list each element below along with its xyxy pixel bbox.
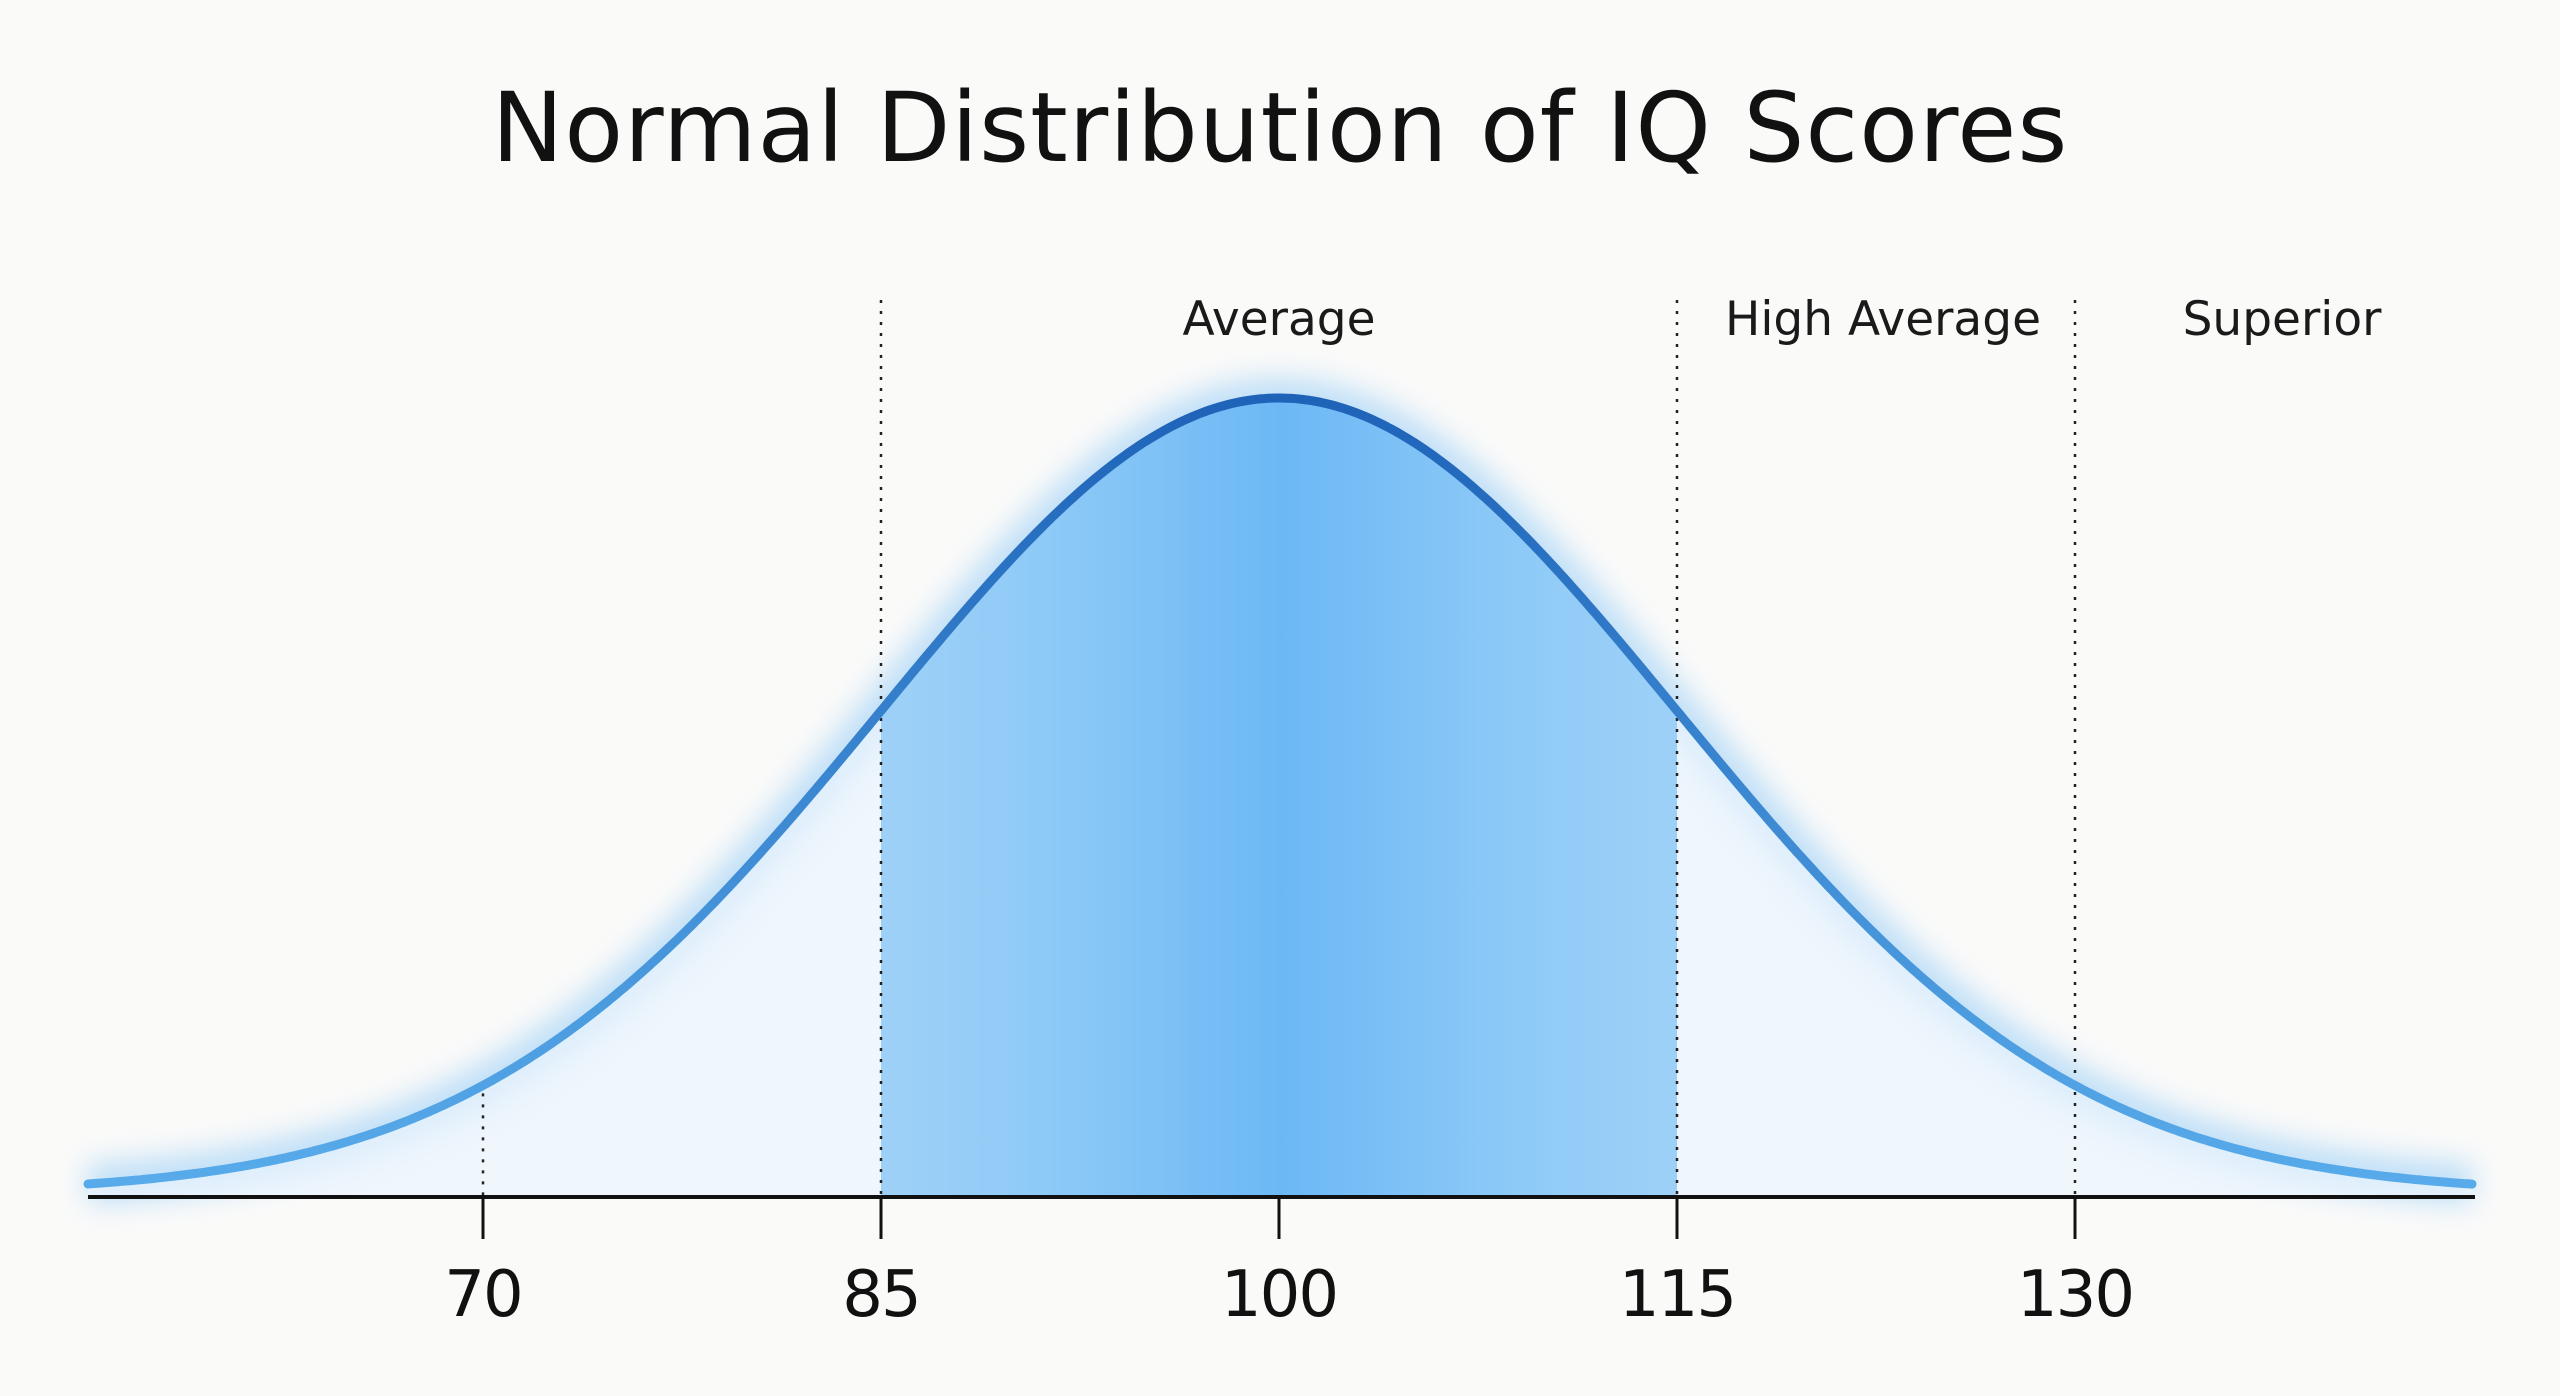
x-tick-label: 100 bbox=[1220, 1258, 1339, 1332]
region-label-average: Average bbox=[1182, 292, 1376, 347]
x-tick-label: 70 bbox=[444, 1258, 523, 1332]
x-tick-label: 130 bbox=[2016, 1258, 2135, 1332]
x-tick-label: 85 bbox=[842, 1258, 921, 1332]
normal-curve bbox=[83, 393, 2477, 1189]
x-tick-label: 115 bbox=[1618, 1258, 1737, 1332]
chart-title: Normal Distribution of IQ Scores bbox=[491, 72, 2069, 184]
average-region-fill bbox=[881, 398, 1677, 1197]
region-label-superior: Superior bbox=[2182, 292, 2382, 347]
region-label-high-average: High Average bbox=[1725, 292, 2041, 347]
x-axis-ticks bbox=[481, 1197, 2077, 1239]
